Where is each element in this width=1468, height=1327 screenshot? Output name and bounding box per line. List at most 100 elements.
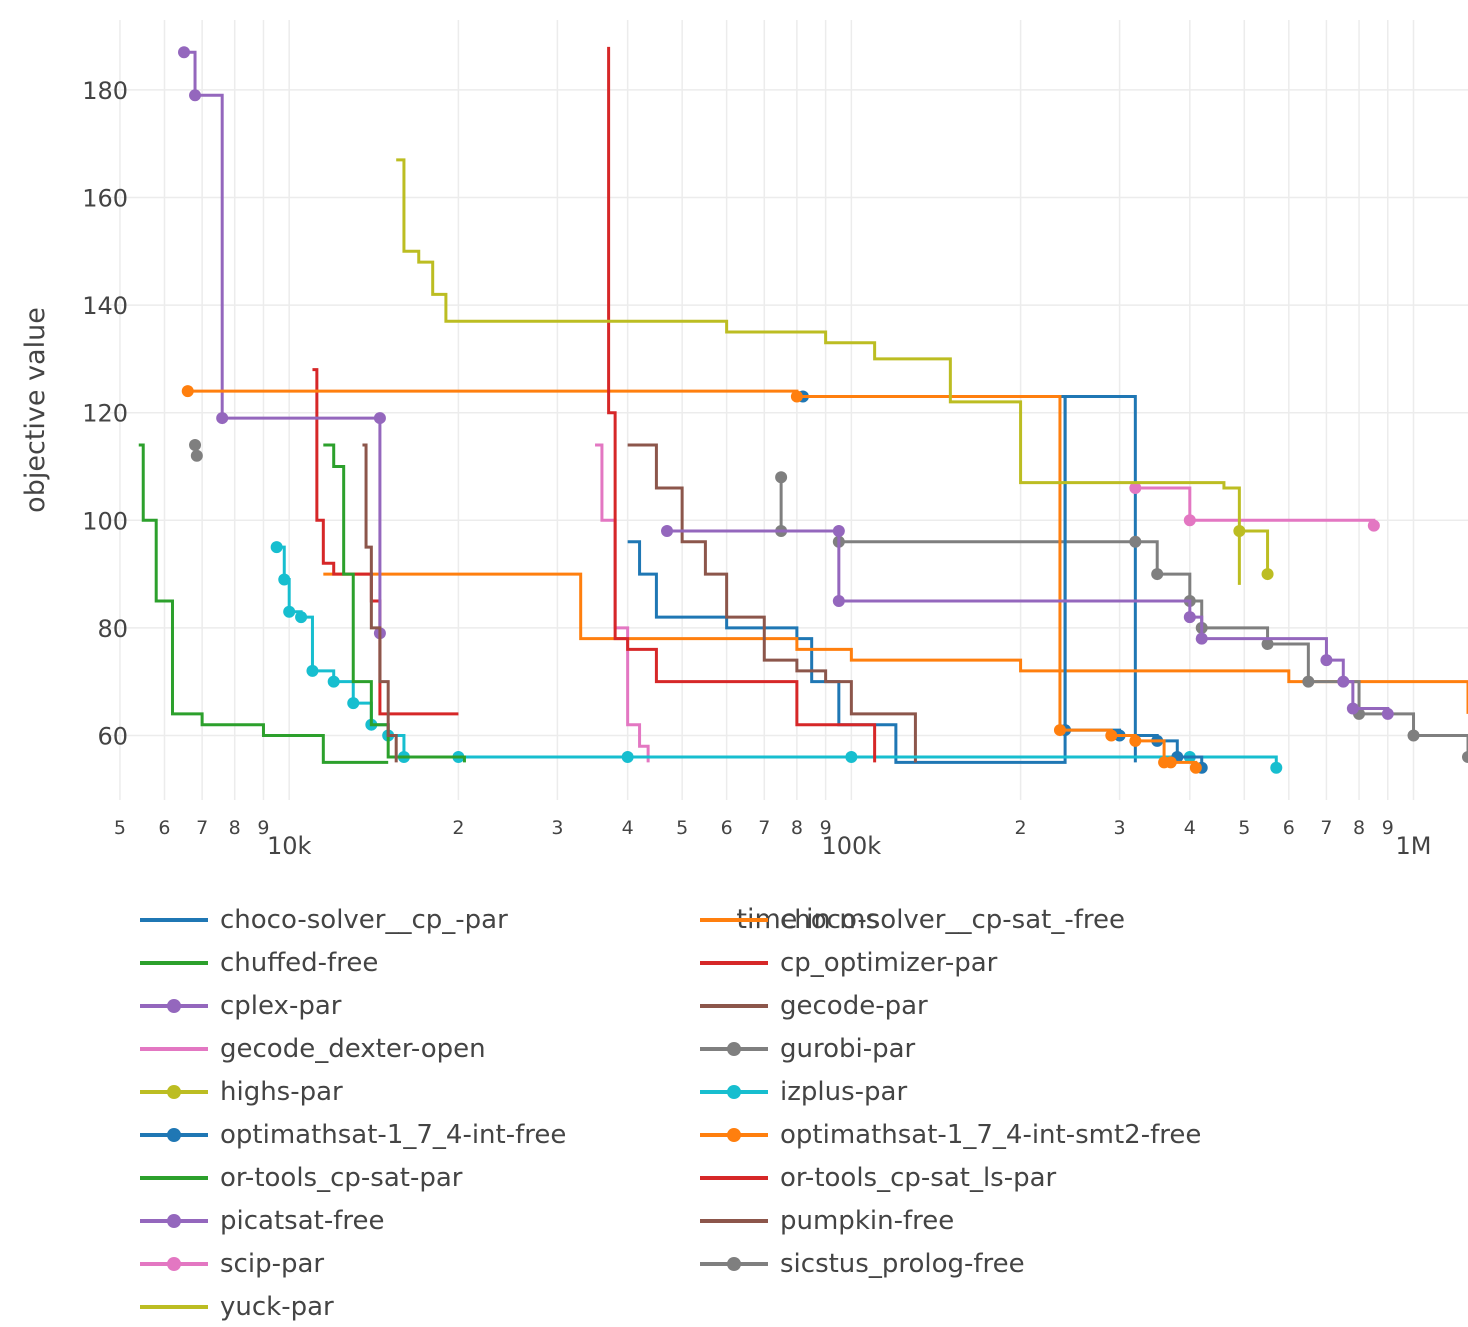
series-gurobi-par <box>775 471 1468 763</box>
series-izplus-par <box>270 541 1283 774</box>
x-tick-major-label: 1M <box>1396 832 1432 860</box>
legend-swatch <box>140 1300 208 1314</box>
series-gecode_dexter-open <box>595 443 650 763</box>
x-tick-minor-label: 5 <box>1238 817 1250 839</box>
legend-item[interactable]: cplex-par <box>140 986 341 1026</box>
series-group <box>138 46 1468 774</box>
data-point <box>661 525 674 538</box>
series-line <box>607 46 877 763</box>
data-point <box>1195 632 1208 645</box>
series-choco-solver__cp_-par <box>627 395 1137 764</box>
x-tick-minor-label: 6 <box>1283 817 1295 839</box>
series-cplex-par <box>178 46 386 640</box>
data-point <box>775 471 788 484</box>
legend-label: pumpkin-free <box>780 1206 955 1236</box>
series-line <box>802 395 1204 768</box>
y-axis-label: objective value <box>20 307 51 513</box>
legend-label: sicstus_prolog-free <box>780 1249 1025 1279</box>
x-tick-minor-label: 7 <box>758 817 770 839</box>
data-point <box>1367 519 1380 532</box>
legend-item[interactable]: gurobi-par <box>700 1029 915 1069</box>
legend-label: choco-solver__cp_-par <box>220 905 508 935</box>
legend-item[interactable]: scip-par <box>140 1244 324 1284</box>
legend-item[interactable]: optimathsat-1_7_4-int-smt2-free <box>700 1115 1201 1155</box>
data-point <box>1346 702 1359 715</box>
data-point <box>373 412 386 425</box>
data-point <box>1053 724 1066 737</box>
legend-swatch <box>140 1042 208 1056</box>
x-tick-minor-label: 8 <box>1353 817 1365 839</box>
data-point <box>1337 675 1350 688</box>
legend-item[interactable]: pumpkin-free <box>700 1201 954 1241</box>
series-gecode-par <box>627 443 917 763</box>
series-line <box>312 368 459 716</box>
series-line <box>323 443 466 763</box>
series-line <box>1239 529 1270 575</box>
x-tick-major-label: 100k <box>821 832 881 860</box>
x-tick-minor-label: 5 <box>114 817 126 839</box>
legend-item[interactable]: gecode_dexter-open <box>140 1029 486 1069</box>
legend-swatch <box>700 1128 768 1142</box>
legend-label: or-tools_cp-sat-par <box>220 1163 463 1193</box>
legend-label: izplus-par <box>780 1077 908 1107</box>
data-point <box>216 412 229 425</box>
series-pumpkin-free <box>362 443 398 763</box>
y-tick-label: 80 <box>97 615 128 643</box>
legend-item[interactable]: chuffed-free <box>140 943 378 983</box>
x-tick-minor-label: 2 <box>1015 817 1027 839</box>
data-point <box>278 573 291 586</box>
data-point <box>295 611 308 624</box>
legend-swatch <box>140 1085 208 1099</box>
x-tick-minor-label: 2 <box>452 817 464 839</box>
data-point <box>1164 756 1177 769</box>
data-point <box>1381 707 1394 720</box>
data-point <box>1129 482 1142 494</box>
legend-item[interactable]: picatsat-free <box>140 1201 384 1241</box>
legend-item[interactable]: izplus-par <box>700 1072 907 1112</box>
legend-item[interactable]: cp_optimizer-par <box>700 943 997 983</box>
legend-item[interactable]: gecode-par <box>700 986 928 1026</box>
legend-swatch <box>700 1171 768 1185</box>
x-tick-minor-label: 8 <box>791 817 803 839</box>
data-point <box>1183 514 1196 527</box>
legend-item[interactable]: or-tools_cp-sat_ls-par <box>700 1158 1056 1198</box>
x-tick-minor-label: 8 <box>229 817 241 839</box>
series-line <box>627 395 1137 764</box>
x-tick-minor-label: 7 <box>196 817 208 839</box>
legend-swatch <box>140 956 208 970</box>
legend-label: gecode_dexter-open <box>220 1034 486 1064</box>
x-tick-minor-label: 7 <box>1320 817 1332 839</box>
data-point <box>621 750 634 763</box>
legend-label: chuffed-free <box>220 948 379 978</box>
y-tick-label: 120 <box>82 400 128 428</box>
legend-item[interactable]: optimathsat-1_7_4-int-free <box>140 1115 566 1155</box>
legend-item[interactable]: choco-solver__cp_-par <box>140 900 508 940</box>
legend-label: gurobi-par <box>780 1034 916 1064</box>
legend-swatch <box>700 1085 768 1099</box>
x-tick-minor-label: 9 <box>820 817 832 839</box>
series-line <box>595 443 650 763</box>
y-tick-label: 160 <box>82 185 128 213</box>
series-line <box>627 443 917 763</box>
legend-item[interactable]: yuck-par <box>140 1287 334 1327</box>
legend-label: optimathsat-1_7_4-int-smt2-free <box>780 1120 1202 1150</box>
legend-swatch <box>140 1128 208 1142</box>
data-point <box>1462 750 1468 763</box>
data-point <box>832 594 845 607</box>
legend-item[interactable]: highs-par <box>140 1072 343 1112</box>
x-tick-minor-label: 3 <box>551 817 563 839</box>
x-tick-minor-label: 5 <box>676 817 688 839</box>
data-point <box>347 697 360 710</box>
legend-item[interactable]: sicstus_prolog-free <box>700 1244 1025 1284</box>
data-point <box>181 385 194 398</box>
series-line <box>396 158 1241 585</box>
legend-swatch <box>700 999 768 1013</box>
legend-item[interactable]: or-tools_cp-sat-par <box>140 1158 462 1198</box>
data-point <box>1261 568 1274 581</box>
legend-label: cplex-par <box>220 991 342 1021</box>
legend-item[interactable]: choco-solver__cp-sat_-free <box>700 900 1125 940</box>
legend-label: or-tools_cp-sat_ls-par <box>780 1163 1057 1193</box>
series-line <box>362 443 398 763</box>
legend-label: yuck-par <box>220 1292 334 1322</box>
legend-swatch <box>140 1171 208 1185</box>
